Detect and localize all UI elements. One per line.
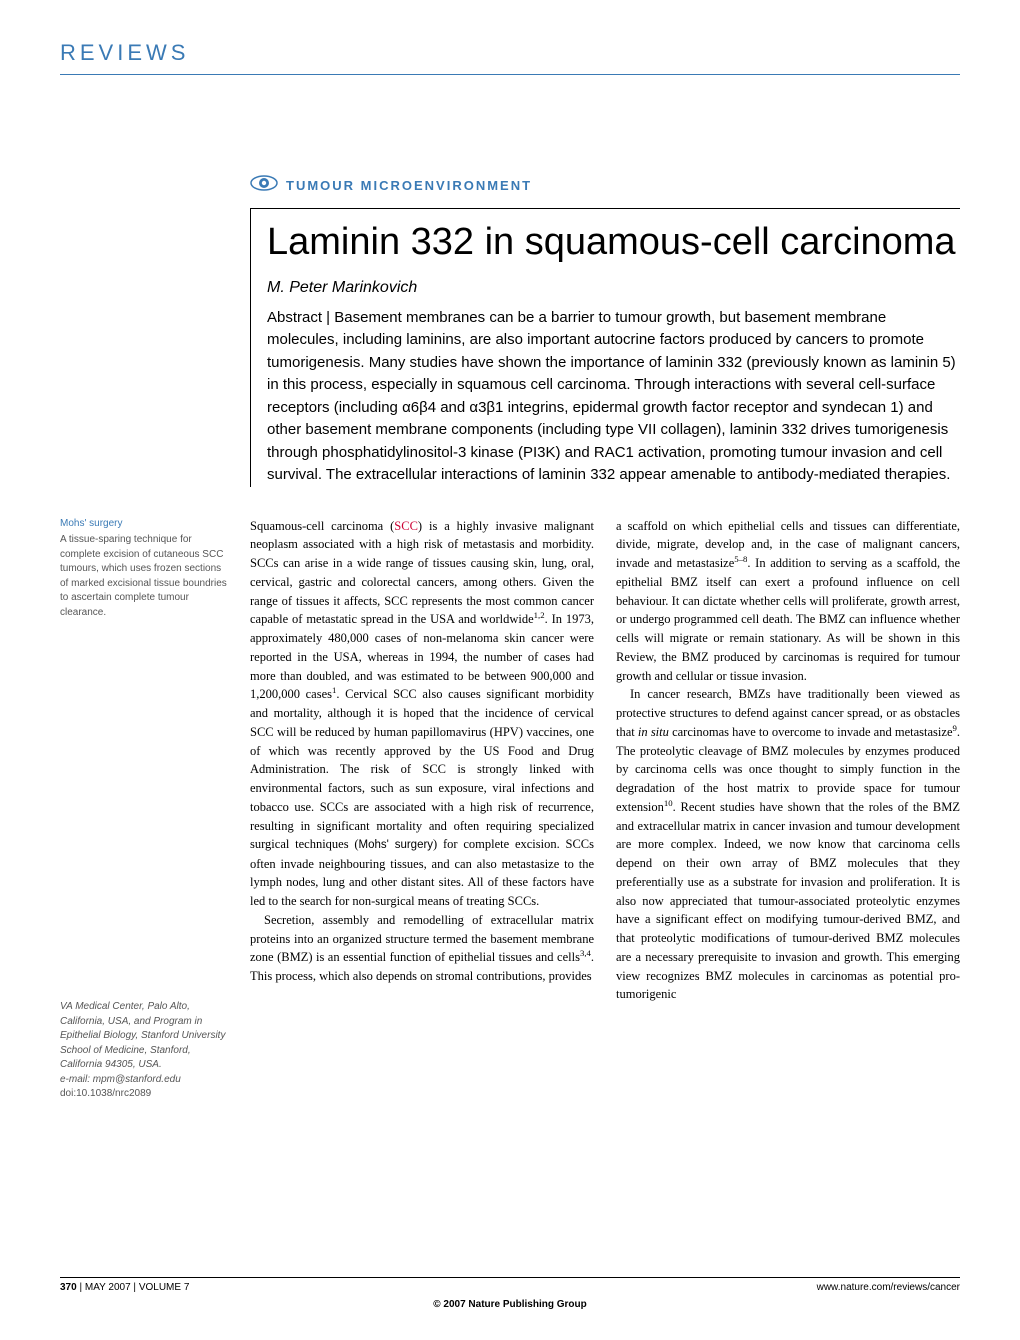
ref-superscript: 1,2 — [534, 610, 545, 620]
title-block: Laminin 332 in squamous-cell carcinoma M… — [250, 208, 960, 487]
sidebar: Mohs' surgery A tissue-sparing technique… — [60, 517, 230, 1102]
italic-term: in situ — [638, 725, 669, 739]
body-columns: Squamous-cell carcinoma (SCC) is a highl… — [250, 517, 960, 1102]
article-abstract: Abstract | Basement membranes can be a b… — [267, 307, 960, 487]
footer-left: 370 | MAY 2007 | VOLUME 7 — [60, 1282, 189, 1293]
ref-superscript: 3,4 — [580, 948, 591, 958]
article-author: M. Peter Marinkovich — [267, 279, 960, 297]
category-label: TUMOUR MICROENVIRONMENT — [286, 178, 532, 193]
column-left: Squamous-cell carcinoma (SCC) is a highl… — [250, 517, 594, 1102]
glossary-link-mohs: Mohs' surgery — [359, 839, 434, 851]
article-title: Laminin 332 in squamous-cell carcinoma — [267, 221, 960, 265]
section-header: REVIEWS — [60, 40, 960, 75]
glossary-definition: A tissue-sparing technique for complete … — [60, 533, 230, 620]
main-content: Mohs' surgery A tissue-sparing technique… — [60, 517, 960, 1102]
affiliation-email: e-mail: mpm@stanford.edu — [60, 1074, 181, 1085]
volume: VOLUME 7 — [139, 1282, 190, 1293]
page-footer: 370 | MAY 2007 | VOLUME 7 www.nature.com… — [60, 1277, 960, 1310]
eye-icon — [250, 175, 278, 196]
affiliation-text: VA Medical Center, Palo Alto, California… — [60, 1001, 225, 1070]
column-right: a scaffold on which epithelial cells and… — [616, 517, 960, 1102]
page-number: 370 — [60, 1282, 77, 1293]
body-paragraph: a scaffold on which epithelial cells and… — [616, 517, 960, 686]
body-paragraph: Secretion, assembly and remodelling of e… — [250, 911, 594, 986]
body-paragraph: Squamous-cell carcinoma (SCC) is a highl… — [250, 517, 594, 911]
author-affiliation: VA Medical Center, Palo Alto, California… — [60, 1000, 230, 1102]
ref-superscript: 10 — [664, 798, 673, 808]
issue-date: MAY 2007 — [85, 1282, 131, 1293]
footer-url: www.nature.com/reviews/cancer — [817, 1282, 960, 1293]
affiliation-doi: doi:10.1038/nrc2089 — [60, 1088, 151, 1099]
term-scc: SCC — [394, 519, 418, 533]
ref-superscript: 5–8 — [734, 554, 747, 564]
category-row: TUMOUR MICROENVIRONMENT — [250, 175, 960, 196]
footer-bar: 370 | MAY 2007 | VOLUME 7 www.nature.com… — [60, 1277, 960, 1293]
glossary-term: Mohs' surgery — [60, 517, 230, 532]
copyright: © 2007 Nature Publishing Group — [60, 1299, 960, 1310]
body-paragraph: In cancer research, BMZs have traditiona… — [616, 685, 960, 1004]
